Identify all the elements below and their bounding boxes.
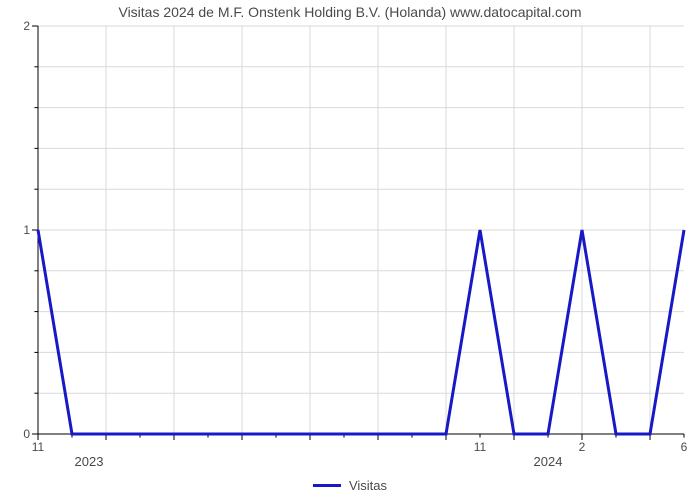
chart-title: Visitas 2024 de M.F. Onstenk Holding B.V… (0, 4, 700, 20)
x-tick-label: 11 (32, 440, 44, 454)
legend: Visitas (313, 478, 387, 493)
y-tick-label: 2 (23, 19, 30, 33)
x-tick-label: 2 (579, 440, 586, 454)
legend-label: Visitas (349, 478, 387, 493)
x-year-label: 2023 (75, 454, 104, 469)
y-tick-label: 0 (23, 427, 30, 441)
x-year-label: 2024 (534, 454, 563, 469)
visitas-line (38, 230, 684, 434)
y-tick-label: 1 (23, 223, 30, 237)
legend-swatch (313, 484, 341, 487)
chart-svg (38, 26, 684, 434)
plot-area: 012111126 (38, 26, 684, 434)
x-tick-label: 11 (474, 440, 486, 454)
x-tick-label: 6 (681, 440, 688, 454)
